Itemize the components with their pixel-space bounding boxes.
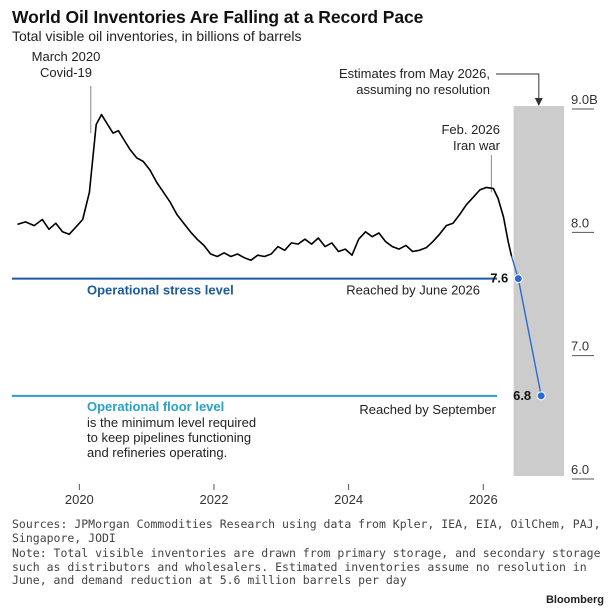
x-tick-label-0: 2020 (65, 492, 94, 505)
x-tick-label-1: 2022 (200, 492, 229, 505)
stress-level-label: Operational stress level (87, 283, 234, 298)
note-text: Note: Total visible inventories are draw… (12, 546, 601, 587)
floor-level-note: Reached by September (359, 402, 496, 417)
floor-description-line-3: and refineries operating. (87, 445, 227, 460)
y-tick-label-1: 8.0 (571, 215, 589, 230)
oil-inventory-chart: 9.0B 8.0 7.0 6.0 2020 2022 2024 2026 March 2020C… (12, 49, 598, 505)
floor-description-line-1: is the minimum level required (87, 415, 256, 430)
chart-title: World Oil Inventories Are Falling at a R… (12, 7, 424, 27)
estimates-annotation-line-1: Estimates from May 2026, (339, 66, 490, 81)
estimates-arrow-line (496, 73, 540, 101)
sources-text: Sources: JPMorgan Commodities Research u… (12, 517, 601, 545)
marker-label-0: 7.6 (490, 271, 508, 286)
x-tick-label-3: 2026 (469, 492, 498, 505)
covid-annotation-line-1: March 2020 (32, 49, 101, 64)
bloomberg-logo: Bloomberg (545, 594, 604, 606)
x-tick-label-2: 2024 (334, 492, 363, 505)
floor-description-line-2: to keep pipelines functioning (87, 430, 251, 445)
y-tick-label-3: 6.0 (571, 462, 589, 477)
y-tick-label-2: 7.0 (571, 339, 589, 354)
iran-annotation-line-2: Iran war (453, 138, 501, 153)
chart-subtitle: Total visible oil inventories, in billio… (12, 28, 302, 44)
estimates-annotation-line-2: assuming no resolution (356, 82, 490, 97)
marker-point-0 (513, 274, 523, 284)
y-tick-label-0: 9.0B (571, 92, 598, 107)
historical-line (17, 113, 513, 262)
marker-label-1: 6.8 (513, 388, 531, 403)
estimates-arrow-head (534, 98, 543, 106)
iran-annotation-line-1: Feb. 2026 (441, 122, 500, 137)
floor-level-label: Operational floor level (87, 399, 224, 414)
stress-level-note: Reached by June 2026 (346, 283, 480, 298)
marker-point-1 (536, 391, 546, 401)
covid-annotation-line-2: Covid-19 (40, 65, 92, 80)
estimate-band (513, 106, 565, 476)
